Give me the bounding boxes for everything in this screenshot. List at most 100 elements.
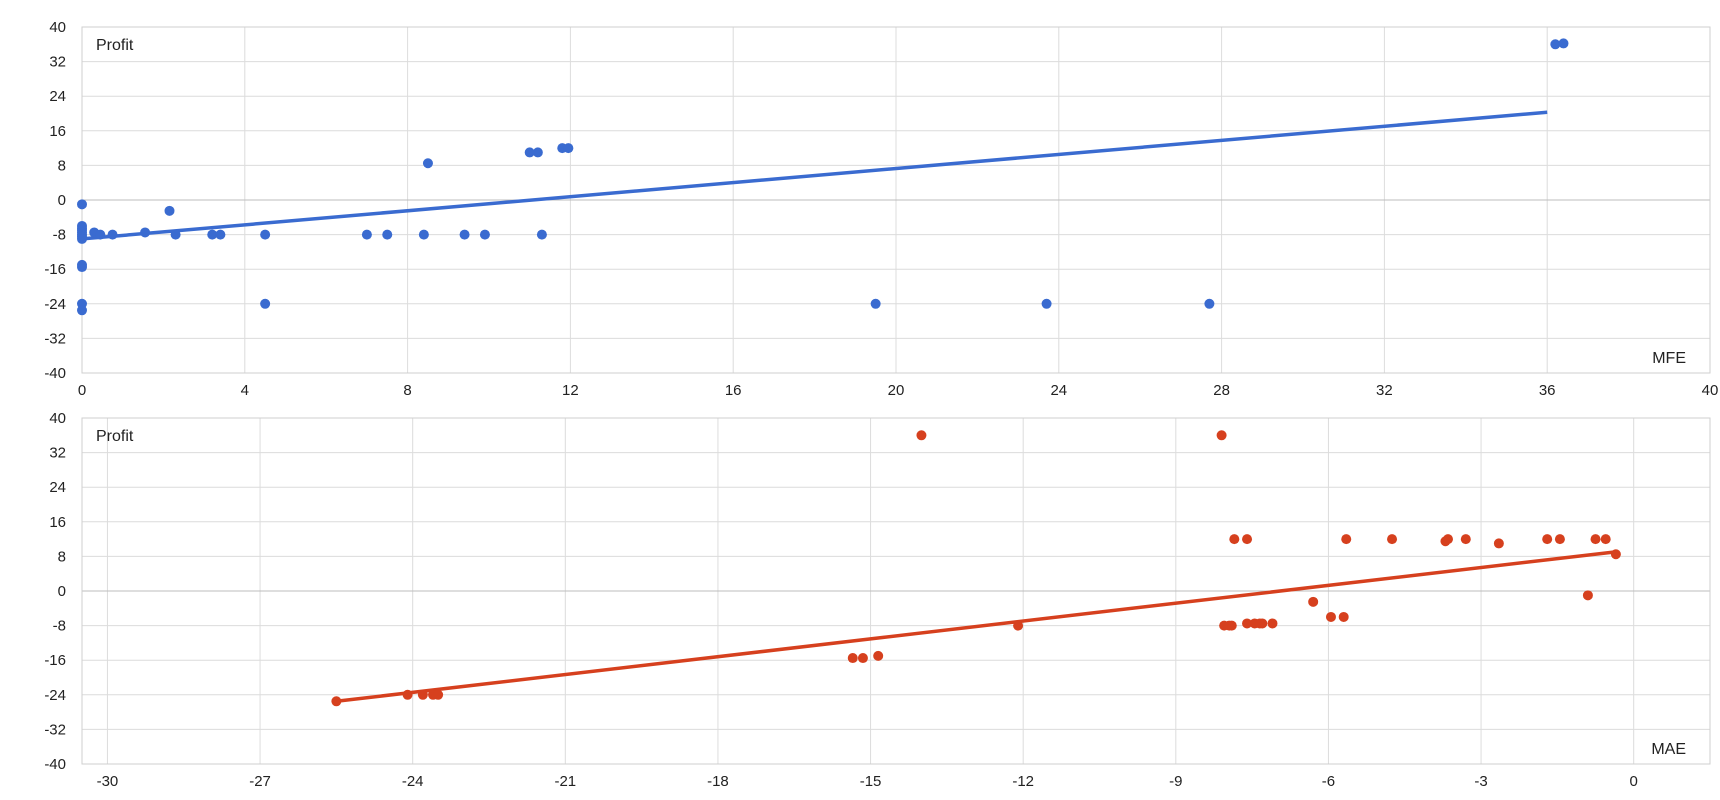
data-point bbox=[77, 233, 87, 244]
x-tick-label: 8 bbox=[403, 382, 411, 399]
chart-panel-0: 0 4 8 12 16 20 24 28 32 36 40 40 32 24 16 8 0 -8 -16 -24 -32… bbox=[44, 19, 1718, 399]
x-tick-label: 4 bbox=[241, 382, 249, 399]
x-tick-label: -24 bbox=[402, 773, 424, 790]
data-point bbox=[870, 298, 881, 309]
trendline bbox=[81, 110, 1548, 241]
data-point bbox=[260, 298, 271, 309]
y-axis-label: Profit bbox=[96, 428, 134, 445]
data-point bbox=[1242, 618, 1253, 629]
data-point bbox=[382, 229, 393, 240]
y-tick-label: -32 bbox=[44, 721, 66, 738]
plot-frame bbox=[81, 417, 1711, 765]
x-tick-label: 12 bbox=[562, 382, 579, 399]
x-tick-label: 40 bbox=[1702, 382, 1719, 399]
data-point bbox=[107, 229, 118, 240]
x-tick-label: -15 bbox=[860, 773, 882, 790]
y-tick-label: -16 bbox=[44, 652, 66, 669]
y-tick-label: 0 bbox=[58, 192, 66, 209]
data-point bbox=[873, 650, 884, 661]
y-tick-label: 32 bbox=[49, 445, 66, 462]
data-point bbox=[1550, 39, 1561, 50]
data-point bbox=[479, 229, 490, 240]
data-point bbox=[1204, 298, 1215, 309]
data-point bbox=[1308, 596, 1319, 607]
y-tick-label: -40 bbox=[44, 365, 66, 382]
y-tick-label: 8 bbox=[58, 157, 66, 174]
data-point bbox=[77, 305, 87, 316]
x-tick-label: 36 bbox=[1539, 382, 1556, 399]
x-tick-label: 20 bbox=[888, 382, 905, 399]
data-point bbox=[215, 229, 226, 240]
data-point bbox=[1041, 298, 1052, 309]
data-point bbox=[433, 689, 444, 700]
x-tick-label: -21 bbox=[554, 773, 576, 790]
x-axis-label: MAE bbox=[1651, 741, 1686, 758]
y-tick-label: 40 bbox=[49, 19, 66, 36]
data-point bbox=[170, 229, 181, 240]
data-point bbox=[1442, 534, 1453, 545]
y-tick-label: -8 bbox=[53, 227, 66, 244]
y-tick-label: -24 bbox=[44, 687, 66, 704]
data-point bbox=[1242, 534, 1253, 545]
data-point bbox=[524, 147, 535, 158]
data-point bbox=[1257, 618, 1268, 629]
data-point bbox=[1325, 611, 1336, 622]
data-point bbox=[417, 689, 428, 700]
data-point bbox=[418, 229, 429, 240]
data-point bbox=[402, 689, 413, 700]
x-tick-label: -18 bbox=[707, 773, 729, 790]
y-tick-label: -40 bbox=[44, 756, 66, 773]
x-tick-label: 0 bbox=[78, 382, 86, 399]
y-tick-label: 16 bbox=[49, 514, 66, 531]
x-axis-label: MFE bbox=[1652, 350, 1686, 367]
y-axis-label: Profit bbox=[96, 37, 134, 54]
data-point bbox=[1590, 534, 1601, 545]
x-tick-label: -12 bbox=[1012, 773, 1034, 790]
data-point bbox=[916, 430, 927, 441]
y-tick-label: 0 bbox=[58, 583, 66, 600]
data-point bbox=[532, 147, 543, 158]
data-point bbox=[1013, 620, 1024, 631]
data-point bbox=[1338, 611, 1349, 622]
x-tick-label: 32 bbox=[1376, 382, 1393, 399]
y-tick-label: 24 bbox=[49, 88, 66, 105]
data-point bbox=[207, 229, 218, 240]
data-point bbox=[77, 199, 87, 210]
data-point bbox=[422, 158, 433, 169]
data-point bbox=[140, 227, 151, 238]
data-point bbox=[563, 143, 574, 154]
x-tick-label: -30 bbox=[97, 773, 119, 790]
data-point bbox=[1610, 549, 1621, 560]
data-point bbox=[95, 229, 106, 240]
y-tick-label: 32 bbox=[49, 54, 66, 71]
x-tick-label: 0 bbox=[1630, 773, 1638, 790]
x-tick-label: -9 bbox=[1169, 773, 1182, 790]
y-tick-label: -32 bbox=[44, 330, 66, 347]
y-tick-label: 8 bbox=[58, 548, 66, 565]
chart-panel-1: -30 -27 -24 -21 -18 -15 -12 -9 -6 -3 04032241680-8… bbox=[44, 410, 1711, 790]
y-tick-label: 16 bbox=[49, 123, 66, 140]
data-point bbox=[1341, 534, 1352, 545]
x-tick-label: -3 bbox=[1474, 773, 1487, 790]
data-point bbox=[1554, 534, 1565, 545]
data-point bbox=[1460, 534, 1471, 545]
y-tick-label: -24 bbox=[44, 296, 66, 313]
y-tick-label: 40 bbox=[49, 410, 66, 427]
data-point bbox=[1267, 618, 1278, 629]
data-point bbox=[1229, 534, 1240, 545]
x-tick-label: -27 bbox=[249, 773, 271, 790]
y-tick-label: 24 bbox=[49, 479, 66, 496]
data-point bbox=[857, 653, 868, 664]
data-point bbox=[1493, 538, 1504, 549]
data-point bbox=[1582, 590, 1593, 601]
data-point bbox=[459, 229, 470, 240]
data-point bbox=[536, 229, 547, 240]
y-tick-label: -16 bbox=[44, 261, 66, 278]
data-point bbox=[1542, 534, 1553, 545]
x-tick-label: 28 bbox=[1213, 382, 1230, 399]
data-point bbox=[361, 229, 372, 240]
y-tick-label: -8 bbox=[53, 618, 66, 635]
data-point bbox=[847, 653, 858, 664]
data-point bbox=[1226, 620, 1237, 631]
